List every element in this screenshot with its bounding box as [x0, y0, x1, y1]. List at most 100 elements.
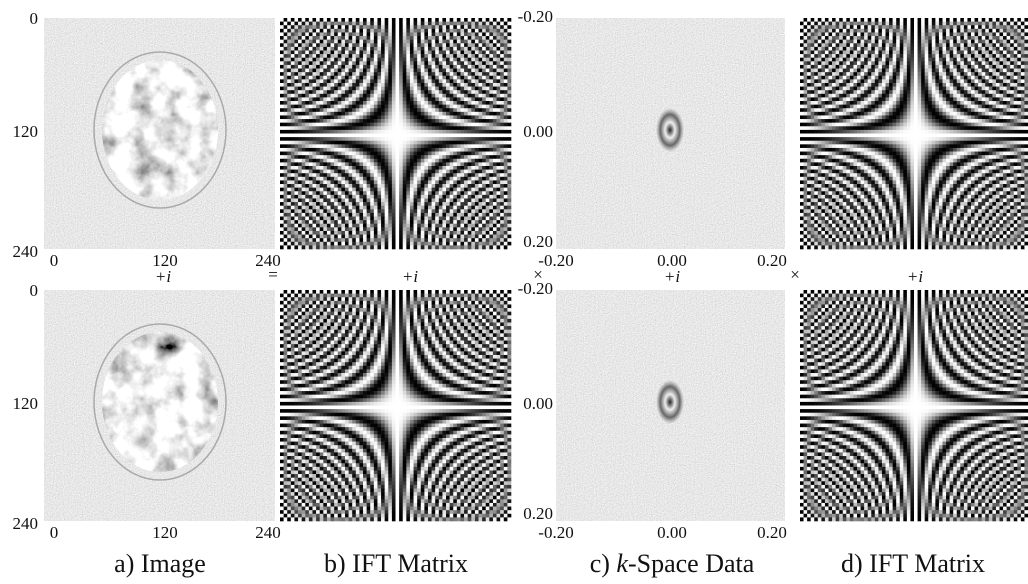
matrix-cell	[298, 58, 302, 62]
matrix-cell	[291, 162, 295, 166]
matrix-cell	[385, 72, 389, 76]
matrix-cell	[910, 43, 914, 47]
matrix-cell	[399, 224, 403, 228]
matrix-cell	[457, 126, 461, 130]
matrix-cell	[298, 202, 302, 206]
matrix-cell	[428, 87, 432, 91]
matrix-cell	[309, 166, 313, 170]
matrix-cell	[500, 173, 504, 177]
matrix-cell	[320, 242, 324, 246]
matrix-cell	[377, 155, 381, 159]
matrix-cell	[331, 202, 335, 206]
matrix-cell	[493, 209, 497, 213]
matrix-cell	[460, 137, 464, 141]
matrix-cell	[385, 238, 389, 242]
matrix-cell	[985, 25, 989, 29]
matrix-cell	[338, 195, 342, 199]
matrix-cell	[811, 25, 815, 29]
matrix-cell	[804, 58, 808, 62]
matrix-cell	[500, 90, 504, 94]
matrix-cell	[312, 235, 316, 239]
matrix-cell	[312, 202, 316, 206]
matrix-cell	[312, 180, 316, 184]
matrix-cell	[359, 69, 363, 73]
matrix-cell	[349, 170, 353, 174]
matrix-cell	[374, 227, 378, 231]
matrix-cell	[287, 206, 291, 210]
matrix-cell	[388, 202, 392, 206]
matrix-cell	[925, 32, 929, 36]
matrix-cell	[497, 206, 501, 210]
matrix-cell	[381, 94, 385, 98]
matrix-cell	[442, 18, 446, 22]
matrix-cell	[338, 180, 342, 184]
matrix-cell	[334, 25, 338, 29]
matrix-cell	[468, 79, 472, 83]
matrix-cell	[312, 72, 316, 76]
matrix-cell	[323, 173, 327, 177]
matrix-cell	[497, 119, 501, 123]
matrix-cell	[291, 123, 295, 127]
matrix-cell	[1014, 40, 1018, 44]
matrix-cell	[453, 90, 457, 94]
matrix-cell	[457, 90, 461, 94]
matrix-cell	[396, 170, 400, 174]
matrix-cell	[345, 137, 349, 141]
matrix-cell	[367, 87, 371, 91]
matrix-cell	[417, 217, 421, 221]
matrix-cell	[482, 22, 486, 26]
matrix-cell	[493, 173, 497, 177]
matrix-cell	[493, 231, 497, 235]
matrix-cell	[439, 25, 443, 29]
matrix-cell	[334, 213, 338, 217]
matrix-cell	[399, 76, 403, 80]
matrix-cell	[338, 119, 342, 123]
matrix-cell	[925, 22, 929, 26]
matrix-cell	[435, 72, 439, 76]
matrix-cell	[960, 50, 964, 54]
matrix-cell	[446, 173, 450, 177]
matrix-cell	[804, 29, 808, 33]
matrix-cell	[507, 105, 511, 109]
matrix-cell	[442, 173, 446, 177]
matrix-cell	[900, 40, 904, 44]
matrix-cell	[482, 61, 486, 65]
matrix-cell	[294, 148, 298, 152]
matrix-cell	[392, 72, 396, 76]
matrix-cell	[421, 36, 425, 40]
matrix-cell	[331, 61, 335, 65]
matrix-cell	[950, 40, 954, 44]
matrix-cell	[320, 43, 324, 47]
matrix-cell	[406, 87, 410, 91]
matrix-cell	[316, 18, 320, 22]
matrix-cell	[471, 40, 475, 44]
matrix-cell	[294, 61, 298, 65]
matrix-cell	[504, 213, 508, 217]
matrix-cell	[475, 209, 479, 213]
matrix-cell	[377, 119, 381, 123]
matrix-cell	[479, 198, 483, 202]
matrix-cell	[320, 130, 324, 134]
matrix-cell	[349, 25, 353, 29]
matrix-cell	[489, 170, 493, 174]
matrix-cell	[435, 202, 439, 206]
matrix-cell	[345, 141, 349, 145]
matrix-cell	[471, 134, 475, 138]
matrix-cell	[331, 224, 335, 228]
matrix-cell	[396, 108, 400, 112]
matrix-cell	[414, 18, 418, 22]
matrix-cell	[298, 227, 302, 231]
matrix-cell	[829, 36, 833, 40]
matrix-cell	[497, 141, 501, 145]
matrix-cell	[471, 47, 475, 51]
matrix-cell	[399, 25, 403, 29]
matrix-cell	[396, 130, 400, 134]
matrix-cell	[432, 209, 436, 213]
matrix-cell	[410, 29, 414, 33]
matrix-cell	[316, 40, 320, 44]
matrix-cell	[957, 65, 961, 69]
matrix-cell	[853, 29, 857, 33]
matrix-cell	[875, 40, 879, 44]
matrix-cell	[507, 101, 511, 105]
matrix-cell	[320, 105, 324, 109]
